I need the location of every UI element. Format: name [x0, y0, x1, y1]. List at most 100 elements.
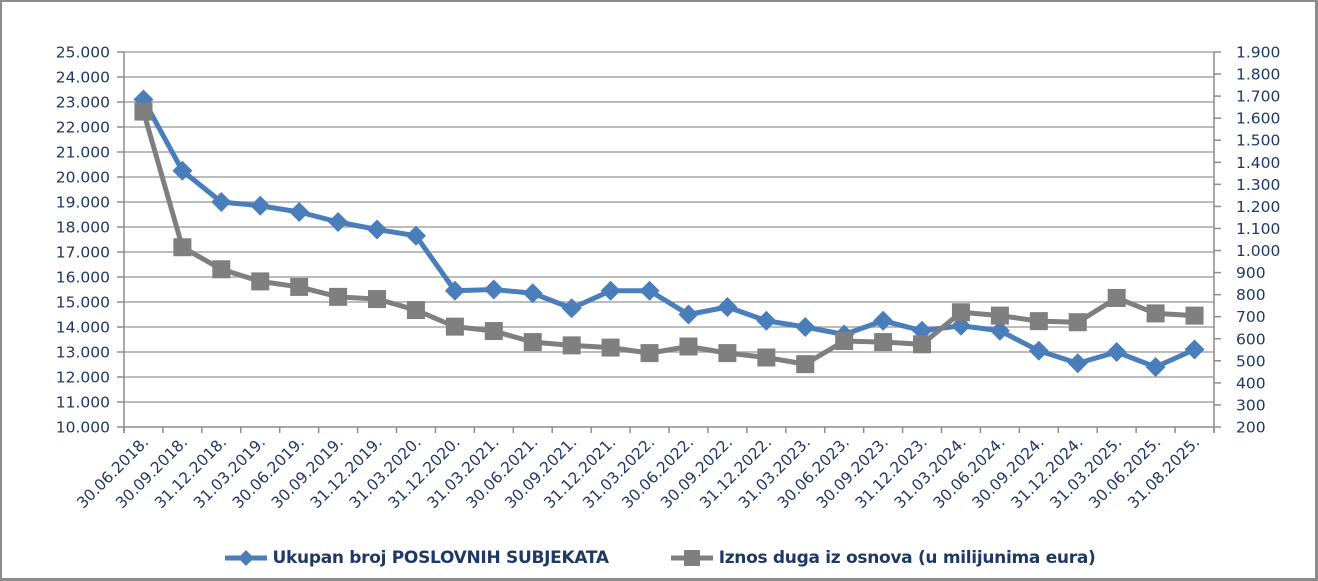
legend-item-subjects: Ukupan broj POSLOVNIH SUBJEKATA [223, 543, 609, 573]
y-tick-label: 14.000 [56, 319, 110, 337]
data-point [212, 260, 231, 279]
series-debt [134, 102, 1204, 374]
y-tick-label: 11.000 [56, 394, 110, 412]
y-tick-label: 22.000 [56, 119, 110, 137]
gridlines [124, 51, 1214, 403]
legend: Ukupan broj POSLOVNIH SUBJEKATA Iznos du… [0, 543, 1318, 573]
y-tick-label: 16.000 [56, 269, 110, 287]
data-point [329, 287, 348, 306]
data-point [483, 279, 504, 300]
data-point [874, 333, 893, 352]
right-axis-labels: 200 300 400 500 600 700 800 900 1.000 1.100 1.200 1… [1236, 44, 1280, 437]
data-point [445, 317, 464, 336]
data-point [601, 338, 620, 357]
data-point [250, 195, 271, 216]
y2-tick-label: 900 [1236, 264, 1266, 282]
data-point [368, 290, 387, 309]
y2-tick-label: 1.200 [1236, 198, 1280, 216]
y-tick-label: 10.000 [56, 419, 110, 437]
data-point [1106, 342, 1127, 362]
data-point [1145, 357, 1166, 377]
data-point [795, 317, 816, 337]
y2-tick-label: 1.800 [1236, 66, 1280, 84]
y-tick-label: 19.000 [56, 194, 110, 212]
y2-tick-label: 700 [1236, 308, 1266, 326]
y2-tick-label: 500 [1236, 352, 1266, 370]
y-tick-label: 12.000 [56, 369, 110, 387]
y-tick-label: 23.000 [56, 94, 110, 112]
square-marker-icon [670, 550, 713, 566]
data-point [639, 280, 660, 301]
data-point [990, 306, 1009, 325]
data-point [1107, 288, 1126, 307]
data-point [522, 283, 543, 304]
data-point [444, 280, 465, 301]
y-tick-label: 17.000 [56, 244, 110, 262]
data-point [211, 192, 232, 212]
data-point [1146, 304, 1165, 323]
y-tick-label: 25.000 [56, 44, 110, 62]
data-point [328, 212, 349, 232]
data-point [290, 277, 309, 296]
y2-tick-label: 1.500 [1236, 132, 1280, 150]
data-point [1068, 313, 1087, 332]
y2-tick-label: 1.300 [1236, 176, 1280, 194]
y2-tick-label: 1.700 [1236, 88, 1280, 106]
y2-tick-label: 1.900 [1236, 44, 1280, 62]
data-point [757, 348, 776, 367]
legend-label-debt: Iznos duga iz osnova (u milijunima eura) [718, 548, 1096, 568]
data-point [405, 225, 426, 246]
y2-tick-label: 800 [1236, 286, 1266, 304]
x-axis-labels: 30.06.2018.30.09.2018.31.12.2018.31.03.2… [73, 433, 1203, 512]
y-tick-label: 18.000 [56, 219, 110, 237]
data-point [640, 344, 659, 363]
left-axis-labels: 10.000 11.000 12.000 13.000 14.000 15.000 16.0… [56, 44, 110, 437]
data-point [718, 344, 737, 363]
data-point [367, 219, 388, 240]
data-series [133, 89, 1205, 377]
axes [117, 51, 1221, 433]
data-point [717, 297, 738, 317]
y-tick-label: 20.000 [56, 169, 110, 187]
y-tick-label: 15.000 [56, 294, 110, 312]
y-tick-label: 24.000 [56, 69, 110, 87]
data-point [796, 355, 815, 374]
data-point [562, 336, 581, 355]
data-point [679, 337, 698, 356]
data-point [873, 310, 894, 331]
data-point [1185, 306, 1204, 325]
data-point [523, 333, 542, 352]
data-point [1028, 340, 1049, 361]
data-point [134, 102, 153, 121]
y-tick-label: 21.000 [56, 144, 110, 162]
series-subjects [133, 89, 1205, 377]
data-point [1029, 312, 1048, 331]
data-point [173, 238, 192, 257]
y2-tick-label: 600 [1236, 330, 1266, 348]
data-point [989, 320, 1010, 341]
diamond-marker-icon [224, 550, 267, 566]
y2-tick-label: 200 [1236, 419, 1266, 437]
y2-tick-label: 1.400 [1236, 154, 1280, 172]
data-point [406, 301, 425, 320]
data-point [251, 272, 270, 291]
y2-tick-label: 300 [1236, 396, 1266, 414]
data-point [678, 304, 699, 325]
y-tick-label: 13.000 [56, 344, 110, 362]
legend-label-subjects: Ukupan broj POSLOVNIH SUBJEKATA [272, 548, 609, 568]
data-point [1067, 353, 1088, 374]
data-point [951, 303, 970, 322]
legend-item-debt: Iznos duga iz osnova (u milijunima eura) [669, 543, 1096, 573]
data-point [756, 310, 777, 331]
data-point [289, 202, 310, 222]
data-point [172, 160, 193, 181]
y2-tick-label: 400 [1236, 374, 1266, 392]
data-point [600, 280, 621, 301]
data-point [484, 322, 503, 341]
data-point [561, 298, 582, 319]
data-point [835, 331, 854, 350]
data-point [913, 335, 932, 354]
data-point [1184, 339, 1205, 360]
y2-tick-label: 1.000 [1236, 242, 1280, 260]
